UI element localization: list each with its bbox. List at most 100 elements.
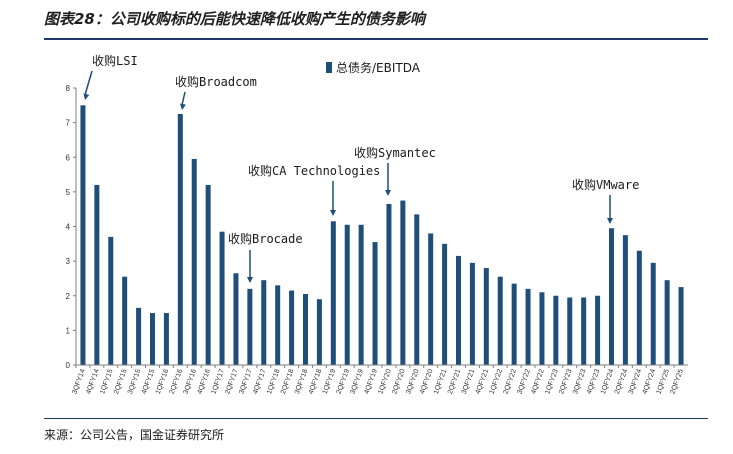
x-tick-label: 2QFY21	[447, 368, 463, 395]
figure-title: 图表28：公司收购标的后能快速降低收购产生的债务影响	[44, 10, 425, 28]
x-axis: 3QFY144QFY141QFY152QFY153QFY154QFY151QFY…	[71, 364, 688, 395]
y-tick-label: 1	[66, 326, 71, 335]
bar	[289, 290, 295, 365]
x-tick-label: 4QFY17	[252, 368, 268, 395]
x-tick-label: 2QFY20	[391, 368, 407, 395]
bar	[581, 297, 587, 365]
x-tick-label: 3QFY24	[628, 368, 644, 395]
x-tick-label: 2QFY23	[558, 368, 574, 395]
x-tick-label: 2QFY25	[669, 368, 685, 395]
x-tick-label: 3QFY20	[405, 368, 421, 395]
x-tick-label: 4QFY21	[475, 368, 491, 395]
bar	[428, 233, 434, 365]
x-tick-label: 2QFY24	[614, 368, 630, 395]
bar	[191, 158, 197, 365]
x-tick-label: 4QFY23	[586, 368, 602, 395]
x-tick-label: 2QFY15	[113, 368, 129, 395]
bar	[636, 250, 642, 365]
annotation-arrowhead	[83, 93, 90, 100]
x-tick-label: 3QFY23	[572, 368, 588, 395]
annotation-label: 收购Broadcom	[175, 74, 257, 89]
bar	[303, 294, 308, 365]
annotation-arrowhead	[385, 190, 391, 196]
bar	[261, 280, 267, 365]
x-tick-label: 4QFY15	[141, 368, 157, 395]
annotation-label: 收购LSI	[92, 53, 138, 68]
x-tick-label: 1QFY20	[377, 368, 393, 395]
annotation-arrow	[84, 70, 93, 96]
bar	[177, 113, 183, 365]
x-tick-label: 3QFY21	[461, 368, 477, 395]
bar	[136, 307, 142, 365]
bar	[622, 235, 628, 365]
x-tick-label: 4QFY16	[197, 368, 213, 395]
x-tick-label: 3QFY17	[238, 368, 254, 395]
x-tick-label: 4QFY24	[642, 368, 658, 395]
x-tick-label: 3QFY14	[71, 368, 87, 395]
y-tick-label: 0	[66, 361, 71, 370]
bar	[483, 268, 489, 365]
x-tick-label: 3QFY22	[516, 368, 532, 395]
title-rule	[44, 38, 708, 40]
x-tick-label: 1QFY22	[489, 368, 505, 395]
x-tick-label: 1QFY15	[99, 368, 115, 395]
x-tick-label: 1QFY21	[433, 368, 449, 395]
bar	[567, 297, 573, 365]
y-tick-label: 2	[66, 292, 71, 301]
x-tick-label: 1QFY17	[210, 368, 226, 395]
legend-swatch	[326, 62, 332, 73]
bar	[233, 273, 239, 365]
bar	[414, 214, 420, 365]
y-tick-label: 5	[66, 188, 71, 197]
x-tick-label: 2QFY22	[503, 368, 519, 395]
x-tick-label: 1QFY16	[155, 368, 171, 395]
x-tick-label: 3QFY19	[350, 368, 366, 395]
bar	[94, 184, 100, 365]
annotations: 收购LSI 收购Broadcom 收购Brocade 收购CA Technologie…	[83, 53, 639, 283]
bar	[275, 285, 281, 365]
y-tick-label: 8	[66, 84, 71, 93]
y-tick-label: 3	[66, 257, 71, 266]
bar	[442, 243, 448, 365]
x-tick-label: 2QFY17	[224, 368, 240, 395]
bar	[247, 288, 253, 365]
annotation-label: 收购VMware	[572, 177, 639, 192]
x-tick-label: 2QFY19	[336, 368, 352, 395]
x-tick-label: 4QFY22	[530, 368, 546, 395]
x-tick-label: 3QFY15	[127, 368, 143, 395]
bar	[650, 262, 656, 365]
source-note: 来源：公司公告，国金证券研究所	[44, 428, 225, 442]
bar	[80, 105, 86, 365]
annotation-arrowhead	[330, 210, 336, 216]
x-tick-label: 1QFY18	[266, 368, 282, 395]
bar	[595, 295, 601, 365]
bar-series	[80, 105, 684, 365]
bar	[678, 287, 684, 365]
bar	[539, 292, 545, 365]
x-tick-label: 3QFY16	[183, 368, 199, 395]
bar	[609, 228, 614, 365]
bar	[400, 200, 406, 365]
bar	[511, 283, 517, 365]
x-tick-label: 4QFY19	[363, 368, 379, 395]
annotation-label: 收购Symantec	[354, 145, 436, 160]
annotation-label: 收购Brocade	[228, 231, 303, 246]
bar	[316, 299, 322, 365]
bar	[553, 295, 559, 365]
bar	[456, 255, 461, 365]
x-tick-label: 1QFY24	[600, 368, 616, 395]
bar	[330, 221, 336, 365]
annotation-arrowhead	[607, 218, 613, 224]
annotation-label: 收购CA Technologies	[248, 163, 380, 178]
bar	[122, 276, 128, 365]
bar	[386, 203, 392, 365]
bar	[525, 288, 531, 365]
bar	[163, 313, 169, 365]
x-tick-label: 4QFY18	[308, 368, 324, 395]
legend-label: 总债务/EBITDA	[336, 60, 421, 75]
x-tick-label: 2QFY18	[280, 368, 296, 395]
x-tick-label: 1QFY25	[656, 368, 672, 395]
annotation-arrowhead	[247, 277, 253, 283]
x-tick-label: 3QFY18	[294, 368, 310, 395]
